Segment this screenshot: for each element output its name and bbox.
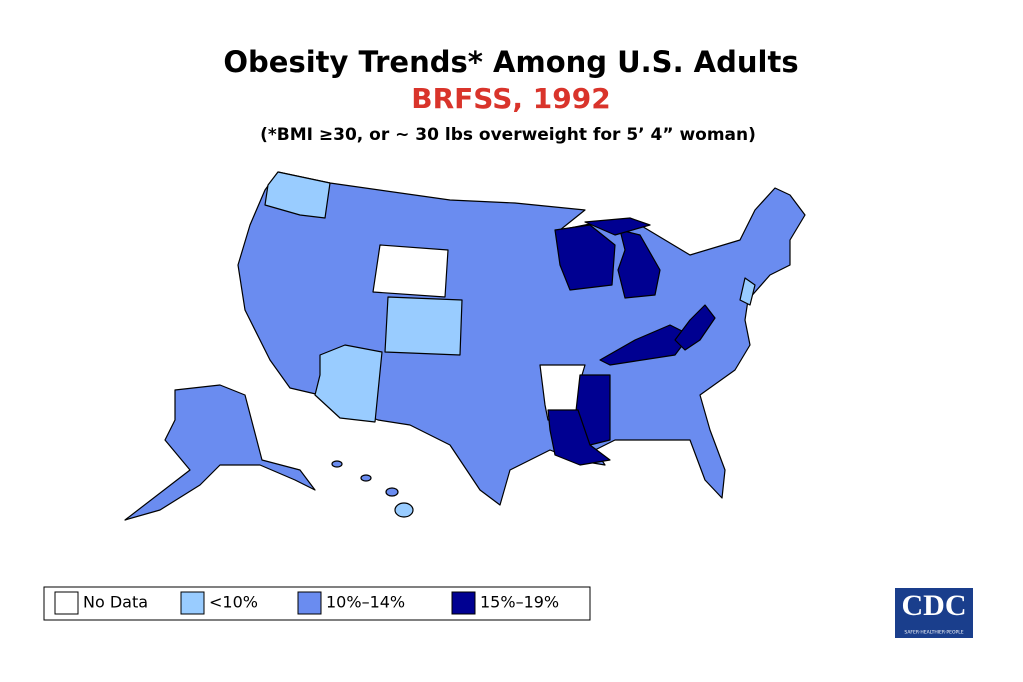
region [124,384,316,521]
region [384,296,463,356]
legend-label: 15%–19% [480,593,559,612]
region [584,217,651,236]
legend: No Data <10% 10%–14% 15%–19% [54,591,559,615]
legend-swatch [180,591,205,615]
region [314,344,383,423]
region [394,502,414,518]
region [372,244,449,298]
legend-label: 10%–14% [326,593,405,612]
region [385,487,399,497]
region [739,277,756,306]
logo-tagline: SAFER·HEALTHIER·PEOPLE [904,630,963,636]
region [674,304,716,351]
subtitle: BRFSS, 1992 [411,82,610,115]
legend-label: No Data [83,593,148,612]
region [264,171,331,219]
region [617,229,661,299]
region [554,224,616,291]
title: Obesity Trends* Among U.S. Adults [223,45,798,79]
region [331,460,343,468]
legend-swatch [54,591,79,615]
map [124,171,806,521]
logo [895,588,973,638]
logo-text: CDC [902,589,967,622]
legend-swatch [451,591,476,615]
legend-swatch [297,591,322,615]
region [360,474,372,482]
region [547,409,611,466]
note: (*BMI ≥30, or ~ 30 lbs overweight for 5’… [260,125,756,145]
legend-label: <10% [209,593,258,612]
